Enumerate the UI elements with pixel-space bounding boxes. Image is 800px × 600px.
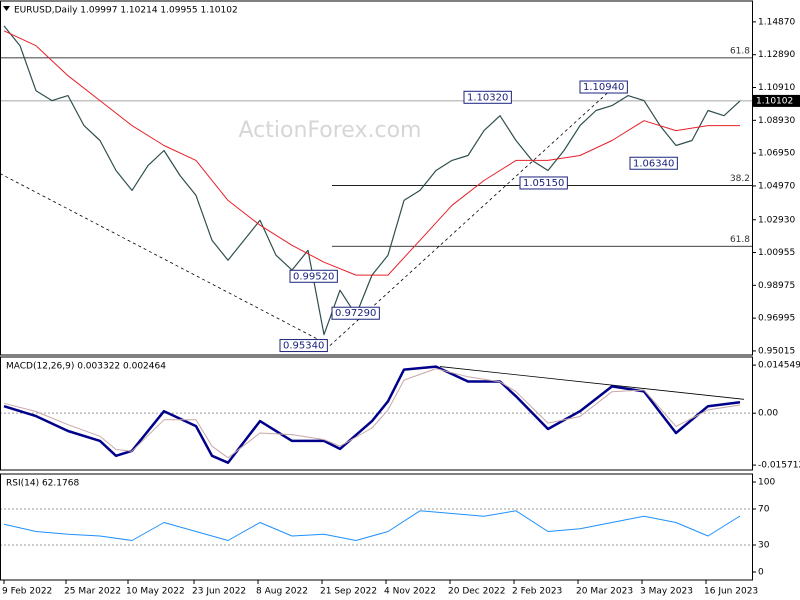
x-tick-label: 16 Jun 2023 <box>704 587 758 597</box>
price-annotation-box <box>331 306 380 320</box>
price-annotation: 1.10320 <box>467 92 508 103</box>
y-tick-label: 30 <box>758 540 770 550</box>
price-annotation: 1.06340 <box>633 158 674 169</box>
trendline <box>329 86 615 346</box>
price-annotation-box <box>579 80 628 94</box>
x-tick-label: 2 Feb 2023 <box>512 587 562 597</box>
price-annotation-box <box>519 176 568 190</box>
price-annotation-box <box>463 90 512 104</box>
y-tick-label: 0 <box>758 567 764 577</box>
y-tick-label: 70 <box>758 505 770 515</box>
y-tick-label: 0.00 <box>758 409 778 419</box>
x-tick-label: 21 Sep 2022 <box>320 587 377 597</box>
panel-frame <box>0 0 753 356</box>
fib-label: 61.8 <box>730 235 750 245</box>
trendline <box>0 173 331 346</box>
x-tick-label: 8 Aug 2022 <box>256 587 308 597</box>
series-line <box>3 365 741 464</box>
price-annotation-box <box>279 339 328 353</box>
y-tick-label: 0.95015 <box>758 346 795 356</box>
price-annotation-box <box>629 156 678 170</box>
x-tick-label: 10 May 2022 <box>126 587 185 597</box>
series-line <box>3 368 741 459</box>
y-tick-label: 0.98975 <box>758 281 795 291</box>
x-tick-label: 3 May 2023 <box>640 587 693 597</box>
panel-title: EURUSD,Daily 1.09997 1.10214 1.09955 1.1… <box>14 6 238 16</box>
last-price-box <box>752 94 800 107</box>
panel <box>0 508 752 546</box>
series-line <box>3 30 740 276</box>
y-tick-label: 1.12890 <box>758 50 795 60</box>
series-line <box>3 25 741 336</box>
panel <box>0 365 752 464</box>
x-tick-label: 4 Nov 2022 <box>384 587 436 597</box>
panel-title: MACD(12,26,9) 0.003322 0.002464 <box>6 362 166 372</box>
panel-frame <box>0 473 753 581</box>
watermark: ActionForex.com <box>239 118 422 143</box>
y-tick-label: 0.96995 <box>758 314 795 324</box>
series-line <box>3 510 741 541</box>
y-tick-label: 0.014549 <box>758 361 800 371</box>
price-annotation: 0.99520 <box>293 271 334 282</box>
trendline <box>439 366 745 400</box>
price-annotation: 1.10940 <box>583 82 624 93</box>
y-tick-label: 100 <box>758 478 775 488</box>
y-tick-label: 1.14870 <box>758 17 795 27</box>
y-tick-label: 1.08930 <box>758 116 795 126</box>
price-annotation: 1.05150 <box>523 178 564 189</box>
last-price-label: 1.10102 <box>756 96 793 106</box>
y-tick-label: 1.10910 <box>758 83 795 93</box>
x-tick-label: 20 Mar 2023 <box>576 587 633 597</box>
y-tick-label: 1.00955 <box>758 248 795 258</box>
y-tick-label: 1.02930 <box>758 215 795 225</box>
price-annotation-box <box>289 269 338 283</box>
price-annotation: 0.97290 <box>335 308 376 319</box>
y-tick-label: 1.06950 <box>758 149 795 159</box>
y-tick-label: 1.04970 <box>758 181 795 191</box>
y-tick-label: -0.015712 <box>758 461 800 471</box>
x-tick-label: 20 Dec 2022 <box>448 587 506 597</box>
panel-title: RSI(14) 62.1768 <box>6 479 79 489</box>
x-tick-label: 9 Feb 2022 <box>2 587 52 597</box>
menu-triangle <box>3 6 10 11</box>
x-tick-label: 25 Mar 2022 <box>64 587 121 597</box>
panel <box>0 25 752 346</box>
price-annotation: 0.95340 <box>283 341 324 352</box>
fib-label: 38.2 <box>730 174 750 184</box>
fib-label: 61.8 <box>730 46 750 56</box>
x-tick-label: 23 Jun 2022 <box>192 587 246 597</box>
